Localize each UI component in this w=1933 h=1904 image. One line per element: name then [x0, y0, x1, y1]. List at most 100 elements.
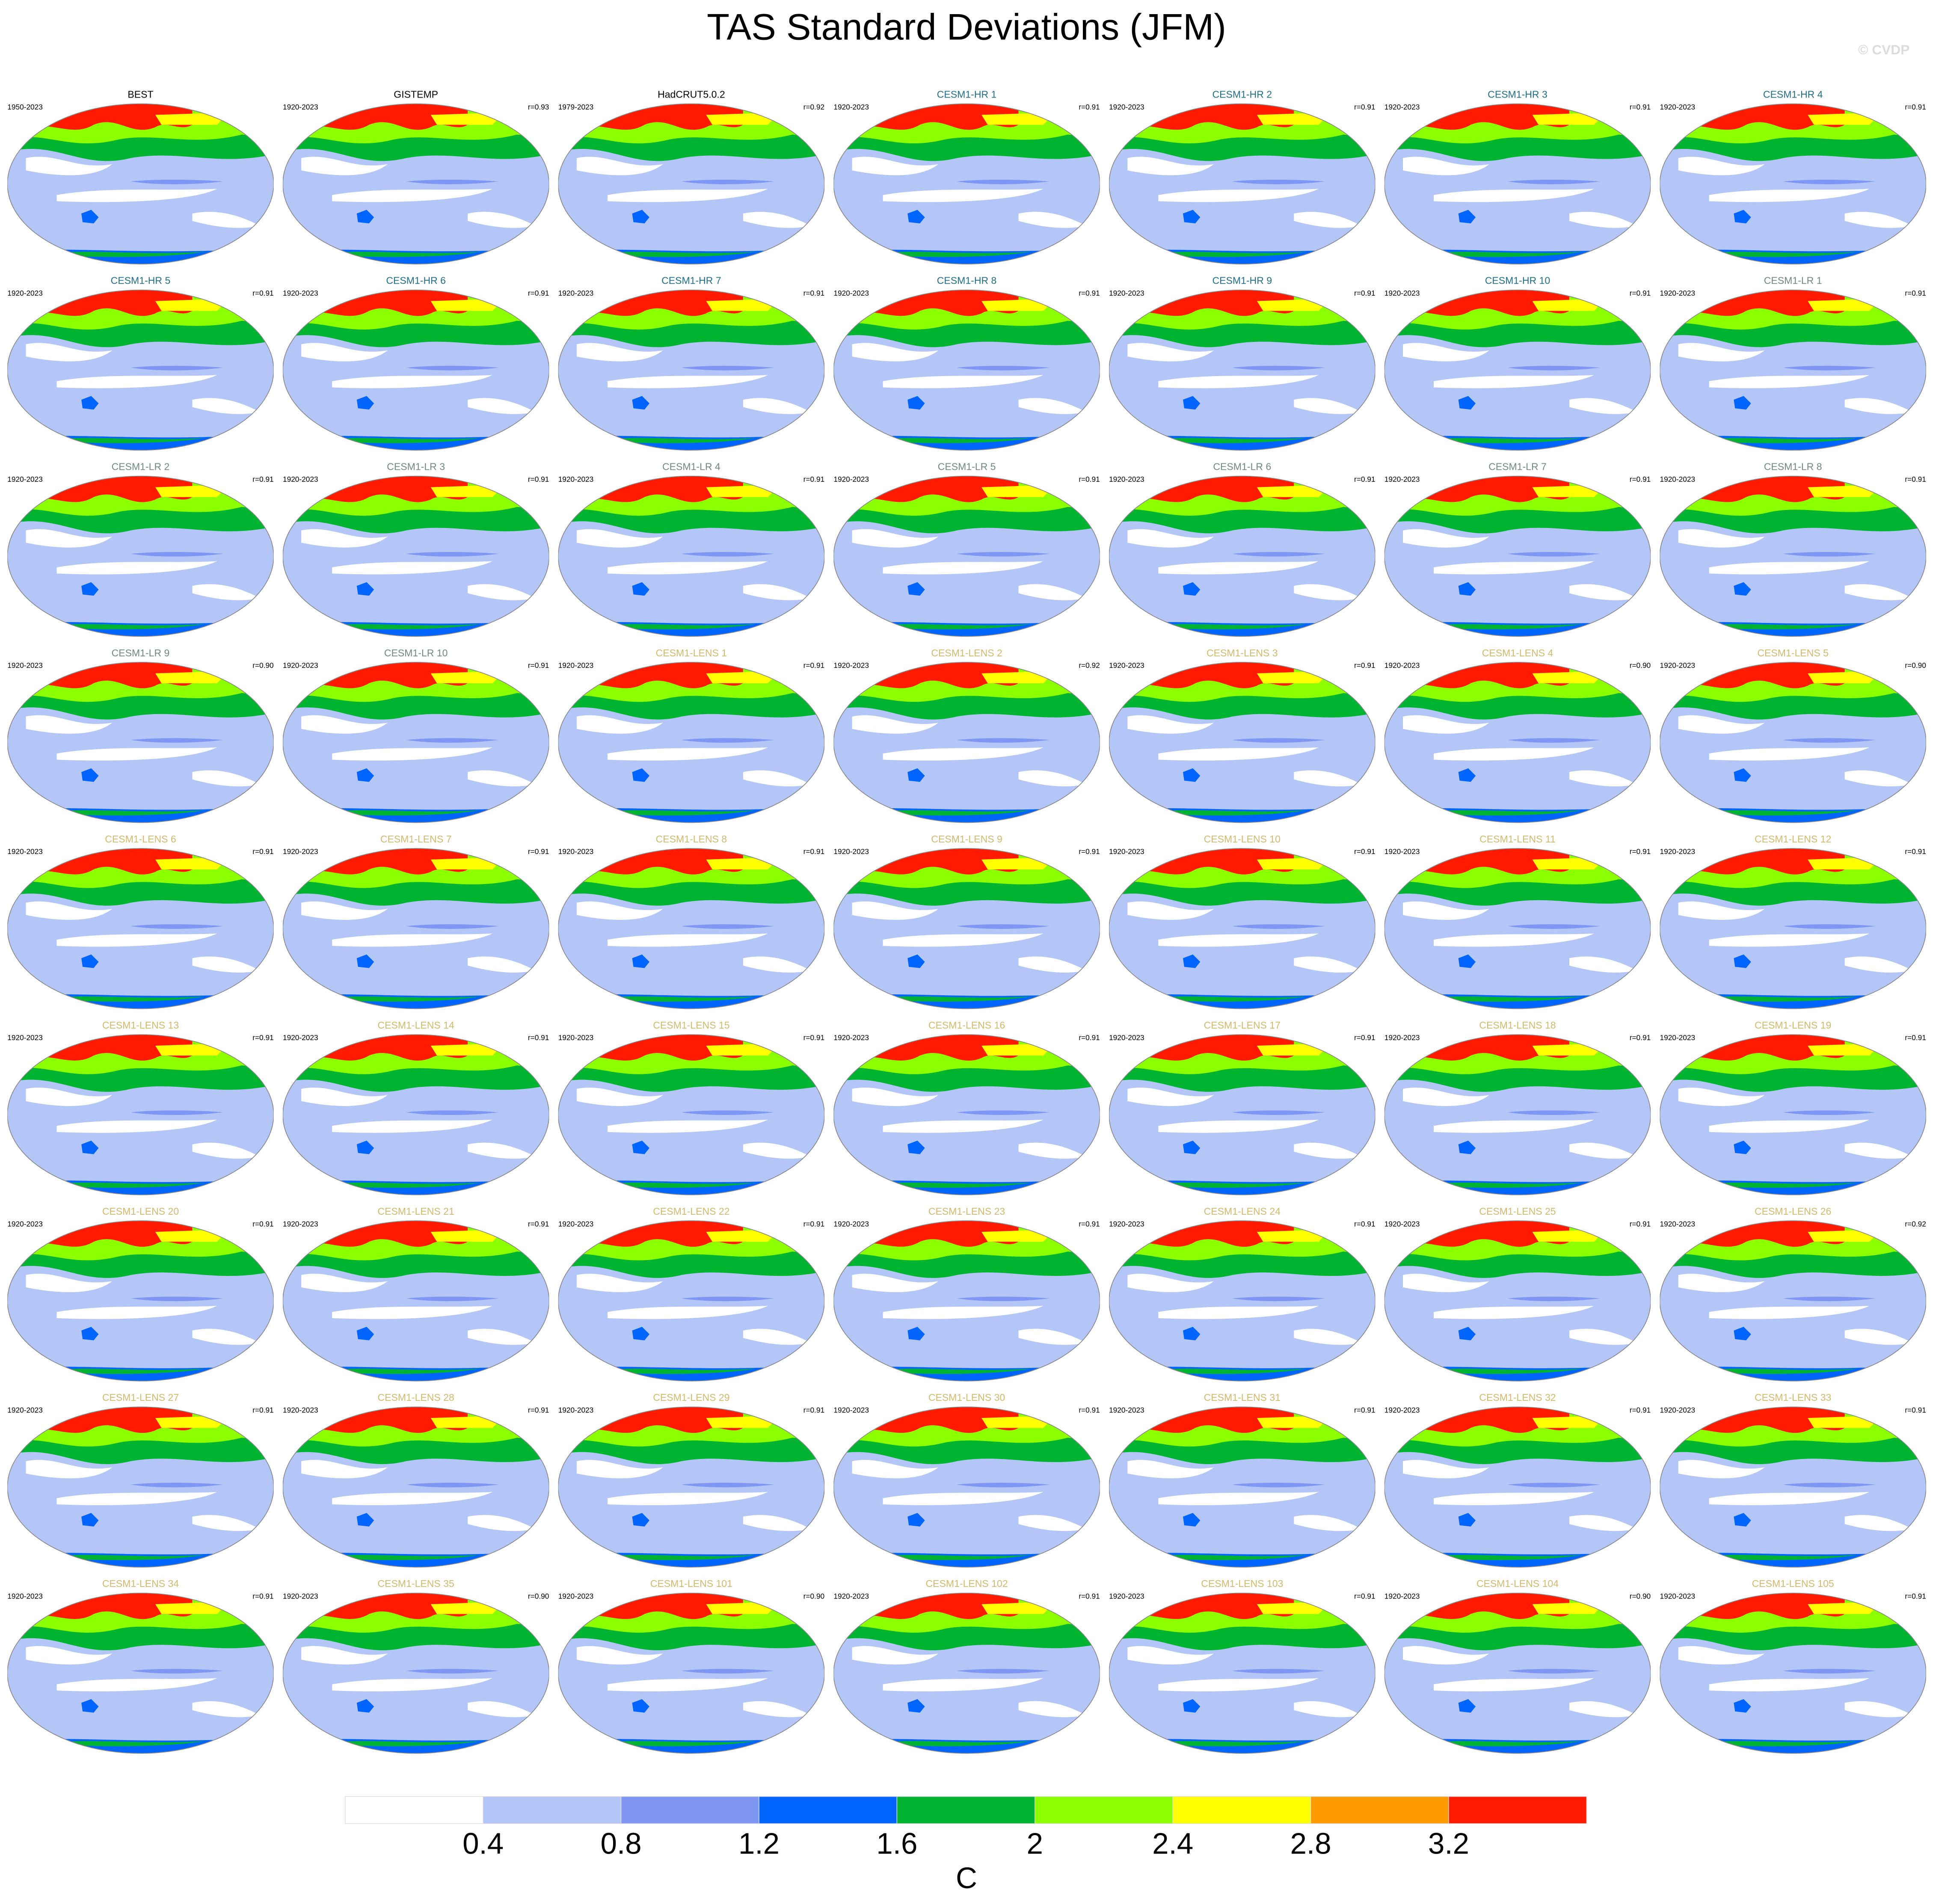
panel-r: r=0.91	[1630, 103, 1651, 111]
panel-years: 1920-2023	[833, 1406, 869, 1414]
map	[833, 289, 1100, 451]
map-panel: CESM1-LENS 23 1920-2023 r=0.91	[833, 1206, 1100, 1382]
map-panel: CESM1-LENS 4 1920-2023 r=0.90	[1385, 647, 1651, 824]
panel-title: CESM1-LENS 28	[378, 1392, 454, 1403]
panel-title: CESM1-LENS 16	[928, 1020, 1005, 1031]
panel-r: r=0.91	[1630, 289, 1651, 297]
panel-grid: BEST 1950-2023 GISTEMP 1920-2023 r=0.93 HadCR…	[7, 89, 1926, 1755]
panel-title: CESM1-HR 8	[937, 275, 997, 286]
panel-title: CESM1-LENS 15	[653, 1020, 729, 1031]
panel-r: r=0.91	[1905, 289, 1926, 297]
panel-r: r=0.91	[528, 1219, 549, 1228]
map	[558, 1219, 824, 1382]
panel-title: BEST	[127, 89, 153, 100]
panel-years: 1920-2023	[1385, 475, 1420, 483]
map-panel: CESM1-LENS 24 1920-2023 r=0.91	[1109, 1206, 1375, 1382]
panel-r: r=0.91	[803, 1033, 824, 1042]
map	[558, 289, 824, 451]
map-panel: CESM1-LENS 20 1920-2023 r=0.91	[7, 1206, 274, 1382]
map	[558, 103, 824, 265]
panel-years: 1920-2023	[1109, 1406, 1144, 1414]
map-panel: CESM1-LENS 33 1920-2023 r=0.91	[1660, 1392, 1926, 1569]
map-panel: CESM1-LENS 31 1920-2023 r=0.91	[1109, 1392, 1375, 1569]
map-panel: CESM1-LENS 32 1920-2023 r=0.91	[1385, 1392, 1651, 1569]
map-panel: CESM1-LENS 3 1920-2023 r=0.91	[1109, 647, 1375, 824]
panel-years: 1950-2023	[7, 103, 43, 111]
panel-r: r=0.91	[1079, 103, 1100, 111]
map	[7, 103, 273, 265]
panel-r: r=0.91	[252, 1592, 273, 1601]
panel-years: 1920-2023	[1109, 847, 1144, 856]
panel-years: 1920-2023	[1660, 103, 1695, 111]
map	[7, 1406, 273, 1568]
panel-title: CESM1-LENS 13	[102, 1020, 179, 1031]
map-panel: CESM1-LR 10 1920-2023 r=0.91	[283, 647, 549, 824]
panel-title: CESM1-LR 1	[1764, 275, 1822, 286]
panel-title: CESM1-LENS 104	[1476, 1578, 1559, 1589]
map-panel: CESM1-HR 1 1920-2023 r=0.91	[833, 89, 1100, 266]
map-panel: CESM1-LENS 103 1920-2023 r=0.91	[1109, 1578, 1375, 1755]
map	[833, 1219, 1100, 1382]
panel-title: CESM1-LENS 10	[1204, 833, 1281, 845]
panel-r: r=0.91	[803, 1406, 824, 1414]
panel-years: 1920-2023	[283, 1592, 318, 1601]
panel-title: CESM1-LENS 18	[1479, 1020, 1556, 1031]
panel-title: CESM1-LENS 102	[926, 1578, 1008, 1589]
panel-r: r=0.91	[1354, 847, 1375, 856]
colorbar-label: 0.8	[601, 1827, 642, 1860]
map-panel: CESM1-HR 8 1920-2023 r=0.91	[833, 275, 1100, 452]
map-panel: CESM1-LENS 12 1920-2023 r=0.91	[1660, 833, 1926, 1010]
map	[1660, 103, 1926, 265]
panel-title: CESM1-LENS 22	[653, 1206, 729, 1217]
map-panel: CESM1-LENS 5 1920-2023 r=0.90	[1660, 647, 1926, 824]
map	[558, 1592, 824, 1754]
panel-years: 1920-2023	[1109, 103, 1144, 111]
map	[558, 661, 824, 824]
panel-years: 1920-2023	[7, 289, 43, 297]
map	[1109, 1033, 1375, 1196]
panel-title: CESM1-LR 6	[1213, 461, 1271, 472]
map-panel: CESM1-LENS 7 1920-2023 r=0.91	[283, 833, 549, 1010]
panel-title: CESM1-LR 2	[112, 461, 170, 472]
map-panel: CESM1-LENS 2 1920-2023 r=0.92	[833, 647, 1100, 824]
panel-years: 1920-2023	[833, 289, 869, 297]
panel-title: CESM1-LENS 31	[1204, 1392, 1281, 1403]
map-panel: CESM1-LR 6 1920-2023 r=0.91	[1109, 461, 1375, 638]
map-panel: CESM1-LENS 26 1920-2023 r=0.92	[1660, 1206, 1926, 1382]
map-panel: CESM1-HR 5 1920-2023 r=0.91	[7, 275, 274, 452]
panel-title: CESM1-LENS 27	[102, 1392, 179, 1403]
map	[833, 1033, 1100, 1196]
panel-r: r=0.91	[528, 475, 549, 483]
panel-years: 1920-2023	[1660, 661, 1695, 670]
panel-years: 1920-2023	[1109, 1033, 1144, 1042]
panel-years: 1920-2023	[1109, 475, 1144, 483]
colorbar-box	[620, 1796, 759, 1824]
panel-years: 1920-2023	[833, 661, 869, 670]
map-panel: CESM1-LR 7 1920-2023 r=0.91	[1385, 461, 1651, 638]
map-panel: CESM1-LENS 10 1920-2023 r=0.91	[1109, 833, 1375, 1010]
map	[283, 1406, 549, 1568]
map-panel: CESM1-LENS 35 1920-2023 r=0.90	[283, 1578, 549, 1755]
colorbar: 0.4 0.8 1.2 1.6 2 2.4 2.8 3.2 C	[345, 1796, 1587, 1895]
panel-r: r=0.91	[528, 1033, 549, 1042]
panel-title: CESM1-LENS 21	[378, 1206, 454, 1217]
map-panel: CESM1-LENS 11 1920-2023 r=0.91	[1385, 833, 1651, 1010]
panel-r: r=0.91	[1905, 1033, 1926, 1042]
panel-title: CESM1-LENS 12	[1755, 833, 1831, 845]
panel-r: r=0.91	[1630, 1219, 1651, 1228]
map	[1109, 103, 1375, 265]
panel-title: CESM1-LENS 24	[1204, 1206, 1281, 1217]
panel-years: 1920-2023	[833, 847, 869, 856]
panel-title: HadCRUT5.0.2	[658, 89, 725, 100]
colorbar-box	[1448, 1796, 1587, 1824]
map	[558, 1033, 824, 1196]
panel-years: 1920-2023	[1109, 1592, 1144, 1601]
panel-title: CESM1-LENS 5	[1757, 647, 1829, 658]
panel-years: 1920-2023	[283, 1406, 318, 1414]
panel-title: CESM1-LR 5	[938, 461, 996, 472]
panel-r: r=0.91	[1079, 1219, 1100, 1228]
map-panel: CESM1-LR 5 1920-2023 r=0.91	[833, 461, 1100, 638]
panel-r: r=0.92	[1905, 1219, 1926, 1228]
colorbar-label: 1.6	[876, 1827, 917, 1860]
panel-years: 1920-2023	[7, 1219, 43, 1228]
